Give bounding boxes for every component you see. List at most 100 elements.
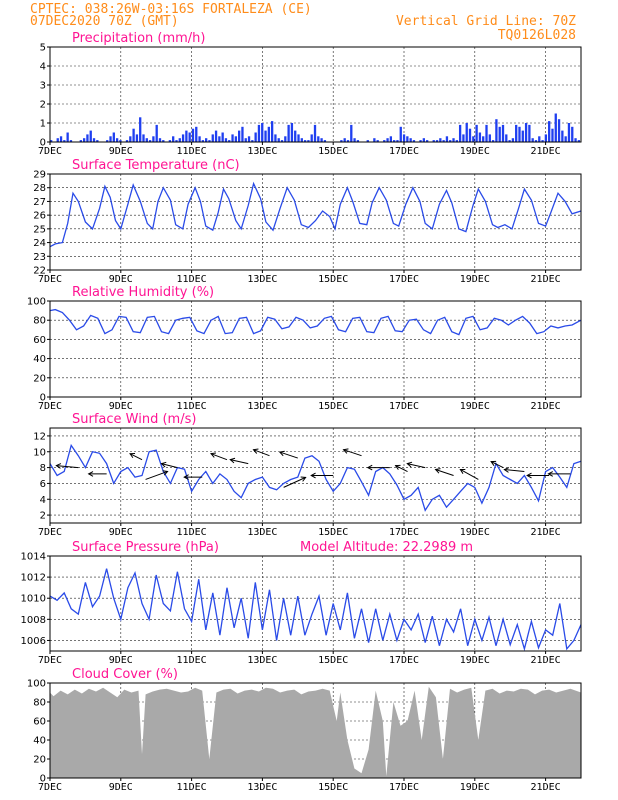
precip-bar xyxy=(208,140,211,142)
precip-bar xyxy=(482,136,485,142)
precip-bar xyxy=(538,136,541,142)
precip-bar xyxy=(419,140,422,142)
precip-bar xyxy=(175,140,178,142)
x-tick-label: 21DEC xyxy=(531,527,561,538)
precip-bar xyxy=(425,140,429,142)
x-tick-label: 17DEC xyxy=(389,655,419,666)
wind-arrow-head xyxy=(210,452,217,458)
precip-bar xyxy=(63,140,66,142)
wind-arrow-head xyxy=(160,461,167,468)
precip-bar xyxy=(50,140,53,142)
x-tick-label: 11DEC xyxy=(177,401,207,412)
y-tick-label: 27 xyxy=(33,197,46,208)
y-tick-label: 24 xyxy=(33,238,46,249)
precip-bar xyxy=(254,132,257,142)
precip-bar xyxy=(132,128,135,142)
location-header: CPTEC: 038:26W-03:16S FORTALEZA (CE) xyxy=(30,2,312,17)
precip-bar xyxy=(465,123,468,142)
precip-bar xyxy=(472,136,475,142)
precip-bar xyxy=(135,134,139,142)
y-tick-label: 20 xyxy=(33,755,46,766)
precip-bar xyxy=(340,140,343,142)
x-tick-label: 7DEC xyxy=(38,527,62,538)
y-tick-label: 4 xyxy=(40,495,46,506)
precip-bar xyxy=(277,138,280,142)
precip-bar xyxy=(488,134,491,142)
wind-arrow-head xyxy=(183,474,189,480)
precip-bar xyxy=(89,130,92,142)
precip-bar xyxy=(247,136,251,142)
x-tick-label: 19DEC xyxy=(460,655,490,666)
x-tick-label: 13DEC xyxy=(247,274,277,285)
precip-bar xyxy=(152,136,155,142)
precip-bar xyxy=(406,136,409,142)
precip-bar xyxy=(244,138,247,142)
y-tick-label: 3 xyxy=(40,81,46,92)
cloud-cover-area xyxy=(50,686,581,778)
y-tick-label: 60 xyxy=(33,335,46,346)
y-tick-label: 26 xyxy=(33,211,46,222)
wind-arrow xyxy=(343,449,362,457)
precip-bar xyxy=(376,140,379,142)
date-header: 07DEC2020 70Z (GMT) xyxy=(30,14,179,29)
wind-arrow xyxy=(283,476,306,488)
wind-arrow xyxy=(253,449,270,457)
precip-bar xyxy=(505,134,508,142)
y-tick-label: 29 xyxy=(33,170,46,181)
precip-bar xyxy=(439,138,442,142)
precip-bar xyxy=(521,130,524,142)
precip-bar xyxy=(548,121,551,142)
precip-bar xyxy=(79,140,82,142)
precip-bar xyxy=(201,140,205,142)
y-tick-label: 40 xyxy=(33,736,46,747)
y-tick-label: 12 xyxy=(33,431,46,442)
precip-bar xyxy=(574,138,577,142)
precip-bar xyxy=(168,140,172,142)
x-tick-label: 15DEC xyxy=(318,782,348,793)
x-tick-label: 11DEC xyxy=(177,146,207,157)
x-tick-label: 19DEC xyxy=(460,401,490,412)
precip-bar xyxy=(462,134,465,142)
precip-bar xyxy=(346,140,350,142)
y-tick-label: 20 xyxy=(33,373,46,384)
precip-bar xyxy=(386,138,389,142)
precip-bar xyxy=(455,140,458,142)
pressure-panel: 1006 1008 1010 1012 1014 7DEC 9DEC 11DEC 13DEC 15… xyxy=(21,540,582,666)
wind-arrow xyxy=(460,469,479,480)
cloud-title: Cloud Cover (%) xyxy=(72,667,178,682)
precip-bar xyxy=(218,136,221,142)
precip-bar xyxy=(119,140,122,142)
precip-bar xyxy=(501,124,505,142)
precip-bar xyxy=(432,140,435,142)
precip-bar xyxy=(435,140,439,142)
wind-arrow xyxy=(161,463,178,469)
precip-bar xyxy=(112,132,115,142)
precip-bar xyxy=(528,124,531,142)
wind-arrow-head xyxy=(55,463,62,469)
y-tick-label: 0 xyxy=(40,393,46,404)
wind-frame xyxy=(49,427,582,524)
y-tick-label: 2 xyxy=(40,100,46,111)
y-tick-label: 1012 xyxy=(21,573,46,584)
precip-bar xyxy=(142,134,145,142)
precip-bar xyxy=(287,124,290,142)
x-tick-label: 7DEC xyxy=(38,274,62,285)
precip-bar xyxy=(66,132,69,142)
x-tick-label: 17DEC xyxy=(389,782,419,793)
precip-bar xyxy=(185,130,188,142)
precip-bar xyxy=(198,136,201,142)
precip-bar xyxy=(383,140,386,142)
wind-arrow-head xyxy=(300,476,307,482)
precip-bar xyxy=(307,140,310,142)
pressure-series-line xyxy=(49,568,582,652)
precip-bar xyxy=(567,123,571,142)
wind-arrow-head xyxy=(547,471,554,477)
x-tick-label: 9DEC xyxy=(109,782,133,793)
x-tick-label: 11DEC xyxy=(177,782,207,793)
precip-bar xyxy=(399,126,402,142)
wind-arrow xyxy=(435,469,454,476)
precip-bar xyxy=(393,140,396,142)
x-tick-label: 19DEC xyxy=(460,146,490,157)
wind-arrow-head xyxy=(366,464,373,471)
precip-bar xyxy=(458,124,462,142)
